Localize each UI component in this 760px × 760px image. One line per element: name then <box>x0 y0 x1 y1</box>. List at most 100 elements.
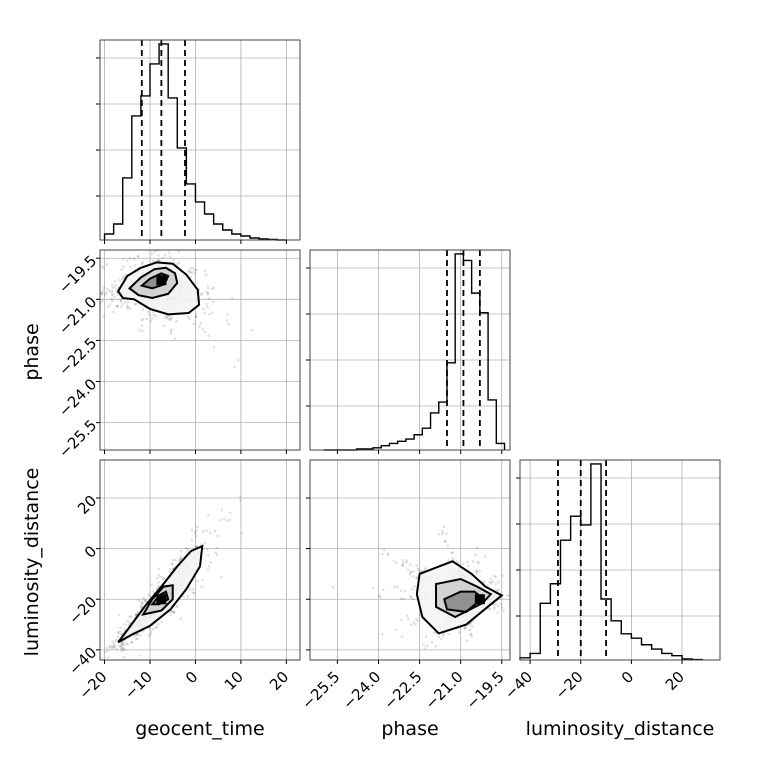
sample-point <box>200 293 203 297</box>
sample-point <box>128 615 131 618</box>
sample-point <box>406 617 410 621</box>
sample-point <box>170 317 173 321</box>
sample-point <box>194 272 197 275</box>
sample-point <box>401 564 405 568</box>
sample-point <box>203 311 206 315</box>
sample-point <box>116 304 120 308</box>
sample-point <box>128 307 132 310</box>
sample-point <box>186 595 189 598</box>
sample-point <box>149 632 153 636</box>
sample-point <box>497 588 501 592</box>
panel-frame <box>519 459 721 661</box>
sample-point <box>126 306 130 309</box>
sample-point <box>491 580 494 583</box>
sample-point <box>140 602 144 606</box>
sample-point <box>215 553 219 557</box>
x-tick-label: −20 <box>552 668 587 703</box>
sample-point <box>423 568 427 572</box>
sample-point <box>195 534 198 538</box>
sample-point <box>408 563 412 566</box>
sample-point <box>496 604 500 608</box>
sample-point <box>200 585 203 589</box>
sample-point <box>130 640 133 644</box>
sample-point <box>442 632 446 636</box>
sample-point <box>106 650 109 653</box>
sample-point <box>189 267 192 270</box>
sample-point <box>493 574 496 578</box>
sample-point <box>144 599 148 603</box>
sample-point <box>402 561 405 565</box>
sample-point <box>463 626 467 630</box>
sample-point <box>160 620 164 624</box>
sample-point <box>179 557 183 560</box>
sample-point <box>394 561 398 564</box>
sample-point <box>206 291 210 295</box>
sample-point <box>123 648 126 652</box>
sample-point <box>464 626 467 629</box>
sample-point <box>157 567 160 571</box>
sample-point <box>214 551 218 554</box>
sample-point <box>170 315 174 319</box>
sample-point <box>120 277 124 281</box>
sample-point <box>102 657 106 660</box>
sample-point <box>497 580 500 584</box>
sample-point <box>148 313 152 316</box>
sample-point <box>152 259 155 263</box>
sample-point <box>494 575 498 579</box>
sample-point <box>133 634 137 638</box>
sample-point <box>239 499 242 502</box>
sample-point <box>207 334 210 338</box>
sample-point <box>412 620 416 624</box>
sample-point <box>411 575 415 578</box>
sample-point <box>194 529 198 533</box>
sample-point <box>457 630 461 634</box>
sample-point <box>470 625 474 628</box>
sample-point <box>137 255 140 258</box>
sample-point <box>102 315 105 318</box>
sample-point <box>409 571 413 574</box>
sample-point <box>126 259 129 262</box>
sample-point <box>105 291 108 295</box>
sample-point <box>120 268 123 272</box>
sample-point <box>102 286 106 290</box>
sample-point <box>409 570 413 573</box>
sample-point <box>447 632 450 636</box>
x-tick-label: −22.5 <box>380 668 425 713</box>
histogram-phase <box>323 253 506 451</box>
sample-point <box>162 324 165 327</box>
sample-point <box>419 570 423 573</box>
sample-point <box>199 321 203 325</box>
sample-point <box>198 325 201 329</box>
sample-point <box>478 569 482 573</box>
sample-point <box>109 644 112 648</box>
sample-point <box>150 317 154 320</box>
mode-marker <box>156 275 167 286</box>
sample-point <box>177 559 181 562</box>
sample-point <box>179 555 183 558</box>
sample-point <box>237 359 240 362</box>
sample-point <box>202 307 205 311</box>
sample-point <box>394 628 398 631</box>
sample-point <box>157 581 160 584</box>
sample-point <box>175 319 178 323</box>
sample-point <box>418 613 422 617</box>
grid-lines <box>520 460 720 660</box>
sample-point <box>170 328 173 332</box>
sample-point <box>475 569 479 573</box>
contour-level-2 <box>141 584 174 616</box>
x-tick-label: 20 <box>266 668 292 694</box>
sample-point <box>119 298 123 302</box>
panel-geocent-time-vs-phase: −25.5−24.0−22.5−21.0−19.5 <box>55 248 301 461</box>
sample-point <box>203 269 206 273</box>
sample-point <box>417 568 421 572</box>
sample-point <box>205 302 208 306</box>
sample-point <box>117 613 121 617</box>
sample-point <box>225 519 229 522</box>
sample-point <box>111 292 114 296</box>
sample-point <box>430 641 434 644</box>
sample-point <box>380 632 384 636</box>
panel-frame <box>309 459 511 661</box>
sample-point <box>135 633 139 636</box>
sample-point <box>105 646 109 649</box>
